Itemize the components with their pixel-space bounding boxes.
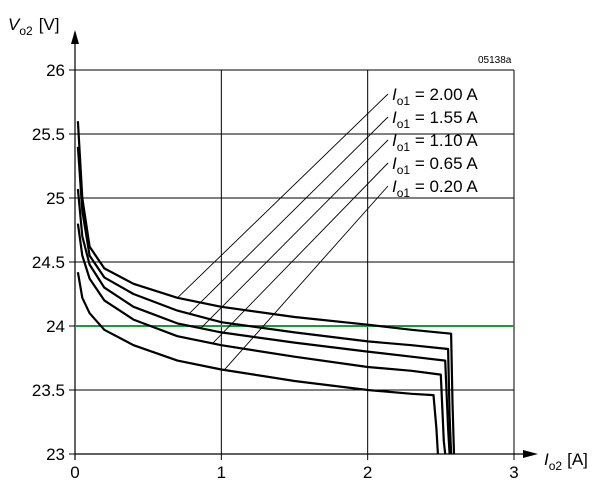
x-tick-label: 2 xyxy=(363,463,372,482)
axes xyxy=(69,30,538,460)
legend-entry: Io1 = 2.00 A xyxy=(392,85,478,108)
legend-entry: Io1 = 0.20 A xyxy=(392,177,478,200)
legend-entry: Io1 = 1.10 A xyxy=(392,131,478,154)
series-group xyxy=(75,121,514,455)
y-tick-label: 26 xyxy=(46,61,65,80)
x-tick-label: 0 xyxy=(70,463,79,482)
y-axis-arrow xyxy=(71,30,79,44)
series-line xyxy=(76,188,451,455)
legend-leader-lines xyxy=(177,93,389,371)
legend-entry: Io1 = 1.55 A xyxy=(392,108,478,131)
y-tick-label: 23 xyxy=(46,445,65,464)
y-tick-label: 23.5 xyxy=(32,381,65,400)
y-tick-label: 24 xyxy=(46,317,65,336)
x-tick-label: 1 xyxy=(217,463,226,482)
series-line xyxy=(76,146,453,455)
legend-leader xyxy=(188,116,389,315)
legend-leader xyxy=(177,93,389,299)
legend-leader xyxy=(212,162,389,344)
series-line xyxy=(76,272,439,455)
x-axis-label: Io2 [A] xyxy=(544,450,588,473)
figure-code: 05138a xyxy=(478,55,512,66)
x-tick-label: 3 xyxy=(509,463,518,482)
y-axis-label: Vo2 [V] xyxy=(8,15,60,38)
legend-leader xyxy=(223,185,389,371)
series-line xyxy=(76,223,447,455)
legend-entry: Io1 = 0.65 A xyxy=(392,154,478,177)
y-tick-label: 24.5 xyxy=(32,253,65,272)
legend-leader xyxy=(200,139,389,329)
y-tick-label: 25 xyxy=(46,189,65,208)
series-line xyxy=(76,121,456,455)
y-tick-label: 25.5 xyxy=(32,125,65,144)
x-axis-arrow xyxy=(523,450,538,458)
